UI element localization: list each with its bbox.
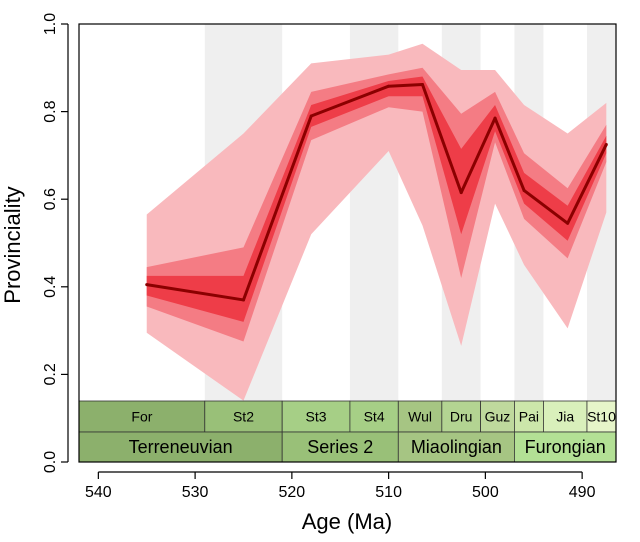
x-tick-label-530: 530 bbox=[182, 484, 209, 501]
confidence-bands bbox=[146, 43, 607, 401]
epoch-box-2 bbox=[281, 431, 399, 463]
x-axis-title: Age (Ma) bbox=[302, 509, 392, 534]
stage-label-for: For bbox=[131, 409, 152, 425]
band-3 bbox=[146, 76, 607, 322]
median-point-3 bbox=[309, 114, 313, 118]
x-tick-label-510: 510 bbox=[375, 484, 402, 501]
stage-label-st4: St4 bbox=[364, 409, 385, 425]
y-tick-label-1: 1.0 bbox=[42, 13, 59, 35]
x-tick-label-520: 520 bbox=[279, 484, 306, 501]
median-line-group bbox=[145, 82, 608, 302]
stage-label-st10: St10 bbox=[587, 409, 616, 425]
epoch-label-1: Terreneuvian bbox=[129, 437, 233, 457]
y-tick-label-0.8: 0.8 bbox=[42, 100, 59, 122]
median-point-4 bbox=[387, 84, 391, 88]
stage-label-st3: St3 bbox=[306, 409, 327, 425]
stage-box-st10 bbox=[586, 400, 617, 433]
stage-box-wul bbox=[397, 400, 443, 433]
x-tick-label-540: 540 bbox=[85, 484, 112, 501]
chronostratigraphic-bar: For St2 St3 St4 Wul Dru Guz Pai Jia St10 Terreneuv… bbox=[78, 400, 617, 463]
stage-box-for bbox=[78, 400, 206, 433]
x-tick-label-490: 490 bbox=[569, 484, 596, 501]
x-tick-label-500: 500 bbox=[472, 484, 499, 501]
stage-label-dru: Dru bbox=[450, 409, 473, 425]
median-point-6 bbox=[459, 191, 463, 195]
y-tick-label-0.6: 0.6 bbox=[42, 188, 59, 210]
epoch-label-3: Miaolingian bbox=[411, 437, 502, 457]
stage-label-pai: Pai bbox=[519, 409, 539, 425]
y-tick-label-0: 0.0 bbox=[42, 451, 59, 473]
stage-box-jia bbox=[543, 400, 588, 433]
median-point-1 bbox=[145, 283, 149, 287]
stage-box-st3 bbox=[281, 400, 351, 433]
epoch-label-2: Series 2 bbox=[307, 437, 373, 457]
stage-label-st2: St2 bbox=[233, 409, 254, 425]
stage-label-guz: Guz bbox=[485, 409, 511, 425]
y-tick-label-0.4: 0.4 bbox=[42, 276, 59, 298]
stage-box-guz bbox=[480, 400, 515, 433]
stage-label-wul: Wul bbox=[408, 409, 432, 425]
axes: 540 530 520 510 500 490 0.0 0.2 0.4 0.6 0.8 1.0 bbox=[42, 13, 617, 501]
epoch-box-1 bbox=[78, 431, 283, 463]
stage-label-jia: Jia bbox=[556, 409, 574, 425]
median-point-10 bbox=[604, 142, 608, 146]
plot-frame bbox=[78, 23, 617, 463]
median-point-5 bbox=[420, 82, 424, 86]
median-point-9 bbox=[566, 221, 570, 225]
median-point-7 bbox=[493, 116, 497, 120]
median-line bbox=[146, 82, 608, 302]
y-tick-label-0.2: 0.2 bbox=[42, 363, 59, 385]
epoch-label-4: Furongian bbox=[525, 437, 606, 457]
epoch-box-3 bbox=[397, 431, 515, 463]
y-axis-title: Provinciality bbox=[0, 186, 25, 303]
stage-box-st2 bbox=[204, 400, 283, 433]
median-point-8 bbox=[522, 188, 526, 192]
median-point-2 bbox=[241, 298, 245, 302]
